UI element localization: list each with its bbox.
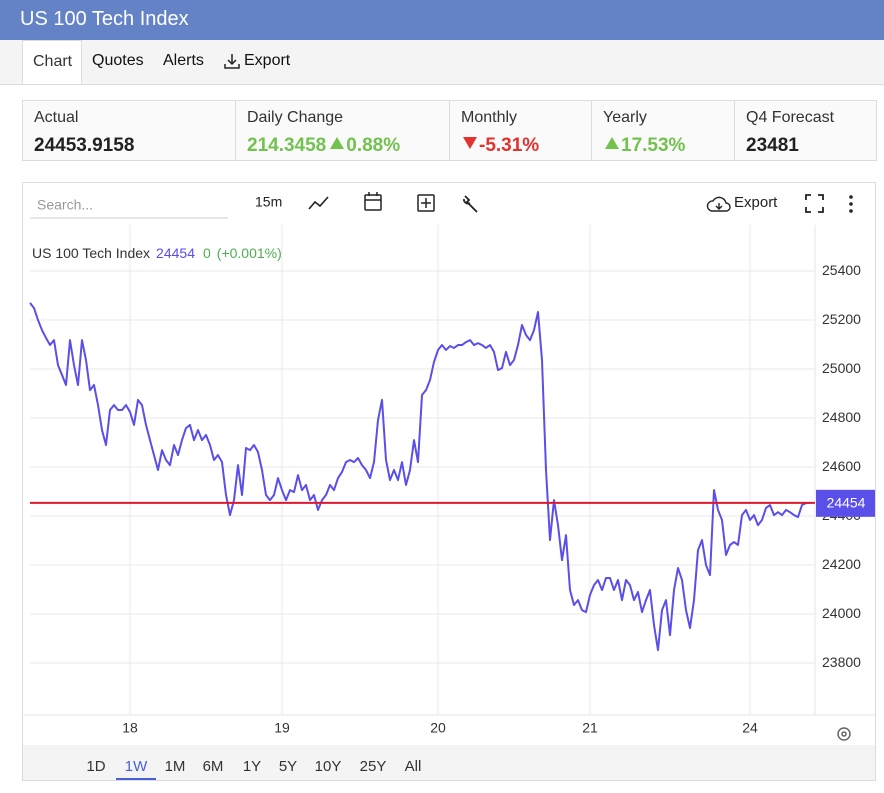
chart-type-icon[interactable]: [308, 196, 329, 210]
stat-percent: -5.31%: [479, 135, 540, 156]
export-button[interactable]: Export: [734, 194, 778, 211]
chart-settings-icon[interactable]: [837, 727, 851, 741]
tab-bar: Chart Quotes Alerts Export: [0, 40, 884, 85]
stat: Q4 Forecast 23481: [734, 100, 877, 161]
stat-value-group: 214.3458 0.88%: [247, 135, 400, 157]
chart-card: Search... 15m Export 2380024000242002440…: [22, 182, 876, 781]
calendar-icon[interactable]: [364, 192, 382, 211]
stat-value: 24453.9158: [34, 135, 135, 156]
y-tick-label: 24800: [822, 409, 861, 425]
stat: Yearly 17.53%: [591, 100, 735, 161]
y-tick-label: 23800: [822, 654, 861, 670]
range-button[interactable]: 6M: [203, 758, 224, 775]
price-line: [29, 302, 811, 652]
x-tick-label: 18: [122, 720, 138, 736]
x-tick-label: 21: [582, 720, 598, 736]
interval-button[interactable]: 15m: [255, 194, 282, 210]
range-button[interactable]: 25Y: [360, 758, 387, 775]
range-button[interactable]: All: [405, 758, 422, 775]
range-button[interactable]: 10Y: [315, 758, 342, 775]
stat-value: 23481: [746, 135, 799, 156]
last-price-tag: [816, 489, 876, 517]
x-tick-label: 20: [430, 720, 446, 736]
tab[interactable]: Quotes: [92, 52, 144, 69]
y-tick-label: 25000: [822, 360, 861, 376]
y-tick-label: 24000: [822, 605, 861, 621]
header: US 100 Tech Index: [0, 0, 884, 40]
stats-row: Actual 24453.9158 Daily Change 214.3458 0…: [22, 100, 877, 161]
up-arrow: [605, 137, 619, 149]
range-button[interactable]: 1M: [165, 758, 186, 775]
search-input[interactable]: Search...: [37, 197, 93, 213]
stat-label: Q4 Forecast: [746, 109, 835, 126]
stat-percent: 17.53%: [621, 135, 686, 156]
tab[interactable]: Export: [244, 52, 291, 69]
legend-last-value: 24454: [156, 245, 195, 261]
tab[interactable]: Alerts: [163, 52, 204, 69]
stat-value-group: 17.53%: [603, 135, 685, 157]
legend-change: 0: [203, 245, 211, 261]
tab[interactable]: Chart: [22, 40, 82, 84]
grid: 2380024000242002440024600248002500025200…: [30, 225, 861, 736]
download-icon: [224, 54, 240, 69]
y-tick-label: 24600: [822, 458, 861, 474]
stat-label: Daily Change: [247, 109, 344, 126]
range-bar: [23, 745, 875, 780]
stat: Monthly -5.31%: [449, 100, 592, 161]
up-arrow: [330, 137, 345, 149]
stat: Daily Change 214.3458 0.88%: [235, 100, 450, 161]
down-arrow: [463, 137, 477, 149]
stat-value: 214.3458: [247, 135, 327, 156]
legend-change-percent: (+0.001%): [217, 245, 282, 261]
y-tick-label: 25400: [822, 262, 861, 278]
more-icon[interactable]: [849, 195, 853, 213]
plot: 24454: [29, 302, 876, 652]
range-button[interactable]: 5Y: [279, 758, 297, 775]
stat: Actual 24453.9158: [22, 100, 236, 161]
indicator-icon[interactable]: [417, 194, 435, 212]
fullscreen-icon[interactable]: [805, 194, 824, 213]
stat-label: Monthly: [461, 109, 518, 126]
x-tick-label: 24: [742, 720, 758, 736]
range-button[interactable]: 1W: [125, 758, 148, 775]
range-button[interactable]: 1D: [86, 758, 105, 775]
range-button[interactable]: 1Y: [243, 758, 261, 775]
header-title: US 100 Tech Index: [20, 8, 189, 30]
y-tick-label: 25200: [822, 311, 861, 327]
range-selector: 1D 1W 1M 6M 1Y 5Y 10Y 25Y All: [86, 758, 421, 780]
settings-wrench-icon[interactable]: [463, 195, 478, 213]
x-tick-label: 19: [274, 720, 290, 736]
cloud-export-icon[interactable]: [706, 196, 731, 212]
chart: Search... 15m Export 2380024000242002440…: [23, 192, 876, 780]
legend: US 100 Tech Index 24454 0 (+0.001%): [32, 245, 282, 261]
stat-label: Yearly: [603, 109, 647, 126]
stat-value-group: -5.31%: [461, 135, 539, 157]
stat-percent: 0.88%: [346, 135, 401, 156]
stat-label: Actual: [34, 109, 79, 126]
legend-name: US 100 Tech Index: [32, 245, 150, 261]
last-price-label: 24454: [827, 495, 866, 511]
range-active-underline: [116, 778, 156, 780]
y-tick-label: 24200: [822, 556, 861, 572]
